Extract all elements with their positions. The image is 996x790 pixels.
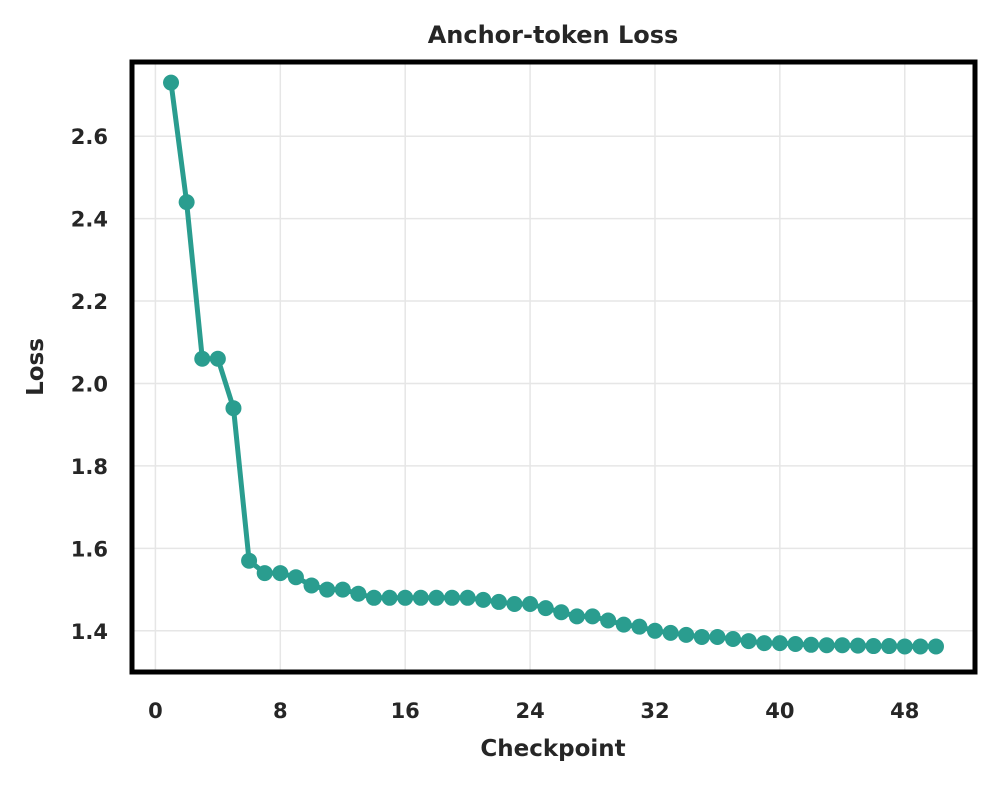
- data-point: [428, 589, 445, 606]
- data-point: [678, 626, 695, 643]
- x-tick-label: 48: [890, 699, 919, 723]
- data-point: [272, 565, 289, 582]
- data-point: [256, 565, 273, 582]
- series-line: [168, 82, 936, 649]
- y-axis-title: Loss: [23, 338, 49, 396]
- data-point: [849, 637, 866, 654]
- data-point: [506, 595, 523, 612]
- y-tick-label: 2.4: [71, 208, 108, 232]
- data-point: [178, 194, 195, 211]
- data-point: [334, 581, 351, 598]
- data-point: [303, 577, 320, 594]
- data-point: [709, 628, 726, 645]
- y-axis: 1.4 1.6 1.8 2.0 2.2 2.4 2.6: [71, 125, 108, 644]
- data-point: [896, 638, 913, 655]
- x-tick-label: 8: [273, 699, 288, 723]
- data-point: [756, 635, 773, 652]
- data-point: [693, 628, 710, 645]
- data-point: [381, 589, 398, 606]
- data-point: [194, 350, 211, 367]
- chart-title: Anchor-token Loss: [428, 21, 679, 49]
- data-point: [662, 624, 679, 641]
- data-point: [881, 638, 898, 655]
- data-point: [365, 589, 382, 606]
- x-axis: 0 8 16 24 32 40 48: [148, 699, 919, 723]
- data-point: [225, 400, 242, 417]
- data-point: [584, 608, 601, 625]
- x-tick-label: 16: [391, 699, 420, 723]
- data-point: [522, 595, 539, 612]
- data-point: [646, 622, 663, 639]
- data-point: [163, 74, 180, 91]
- data-point: [787, 635, 804, 652]
- data-point: [771, 635, 788, 652]
- data-point: [834, 637, 851, 654]
- data-point: [865, 638, 882, 655]
- x-tick-label: 0: [148, 699, 163, 723]
- y-tick-label: 1.6: [71, 537, 108, 561]
- y-tick-label: 2.6: [71, 125, 108, 149]
- y-tick-label: 1.4: [71, 620, 108, 644]
- data-point: [319, 581, 336, 598]
- data-point: [912, 638, 929, 655]
- x-tick-label: 40: [765, 699, 794, 723]
- y-tick-label: 2.0: [71, 372, 108, 396]
- data-point: [490, 593, 507, 610]
- data-point: [537, 600, 554, 617]
- x-axis-title: Checkpoint: [480, 736, 625, 762]
- y-tick-label: 1.8: [71, 455, 108, 479]
- data-point: [725, 631, 742, 648]
- x-tick-label: 24: [515, 699, 544, 723]
- data-point: [740, 633, 757, 650]
- series-layer: [163, 74, 944, 655]
- data-point: [927, 638, 944, 655]
- data-point: [241, 552, 258, 569]
- data-point: [287, 569, 304, 586]
- grid: [132, 62, 975, 672]
- data-point: [600, 612, 617, 629]
- y-tick-label: 2.2: [71, 290, 108, 314]
- data-point: [350, 585, 367, 602]
- data-point: [631, 618, 648, 635]
- data-point: [568, 608, 585, 625]
- data-point: [209, 350, 226, 367]
- x-tick-label: 32: [640, 699, 669, 723]
- plot-frame: [129, 59, 978, 675]
- data-point: [397, 589, 414, 606]
- data-point: [553, 604, 570, 621]
- data-point: [412, 589, 429, 606]
- data-point: [459, 589, 476, 606]
- data-point: [444, 589, 461, 606]
- data-point: [475, 591, 492, 608]
- data-point: [803, 636, 820, 653]
- data-point: [615, 616, 632, 633]
- data-point: [818, 637, 835, 654]
